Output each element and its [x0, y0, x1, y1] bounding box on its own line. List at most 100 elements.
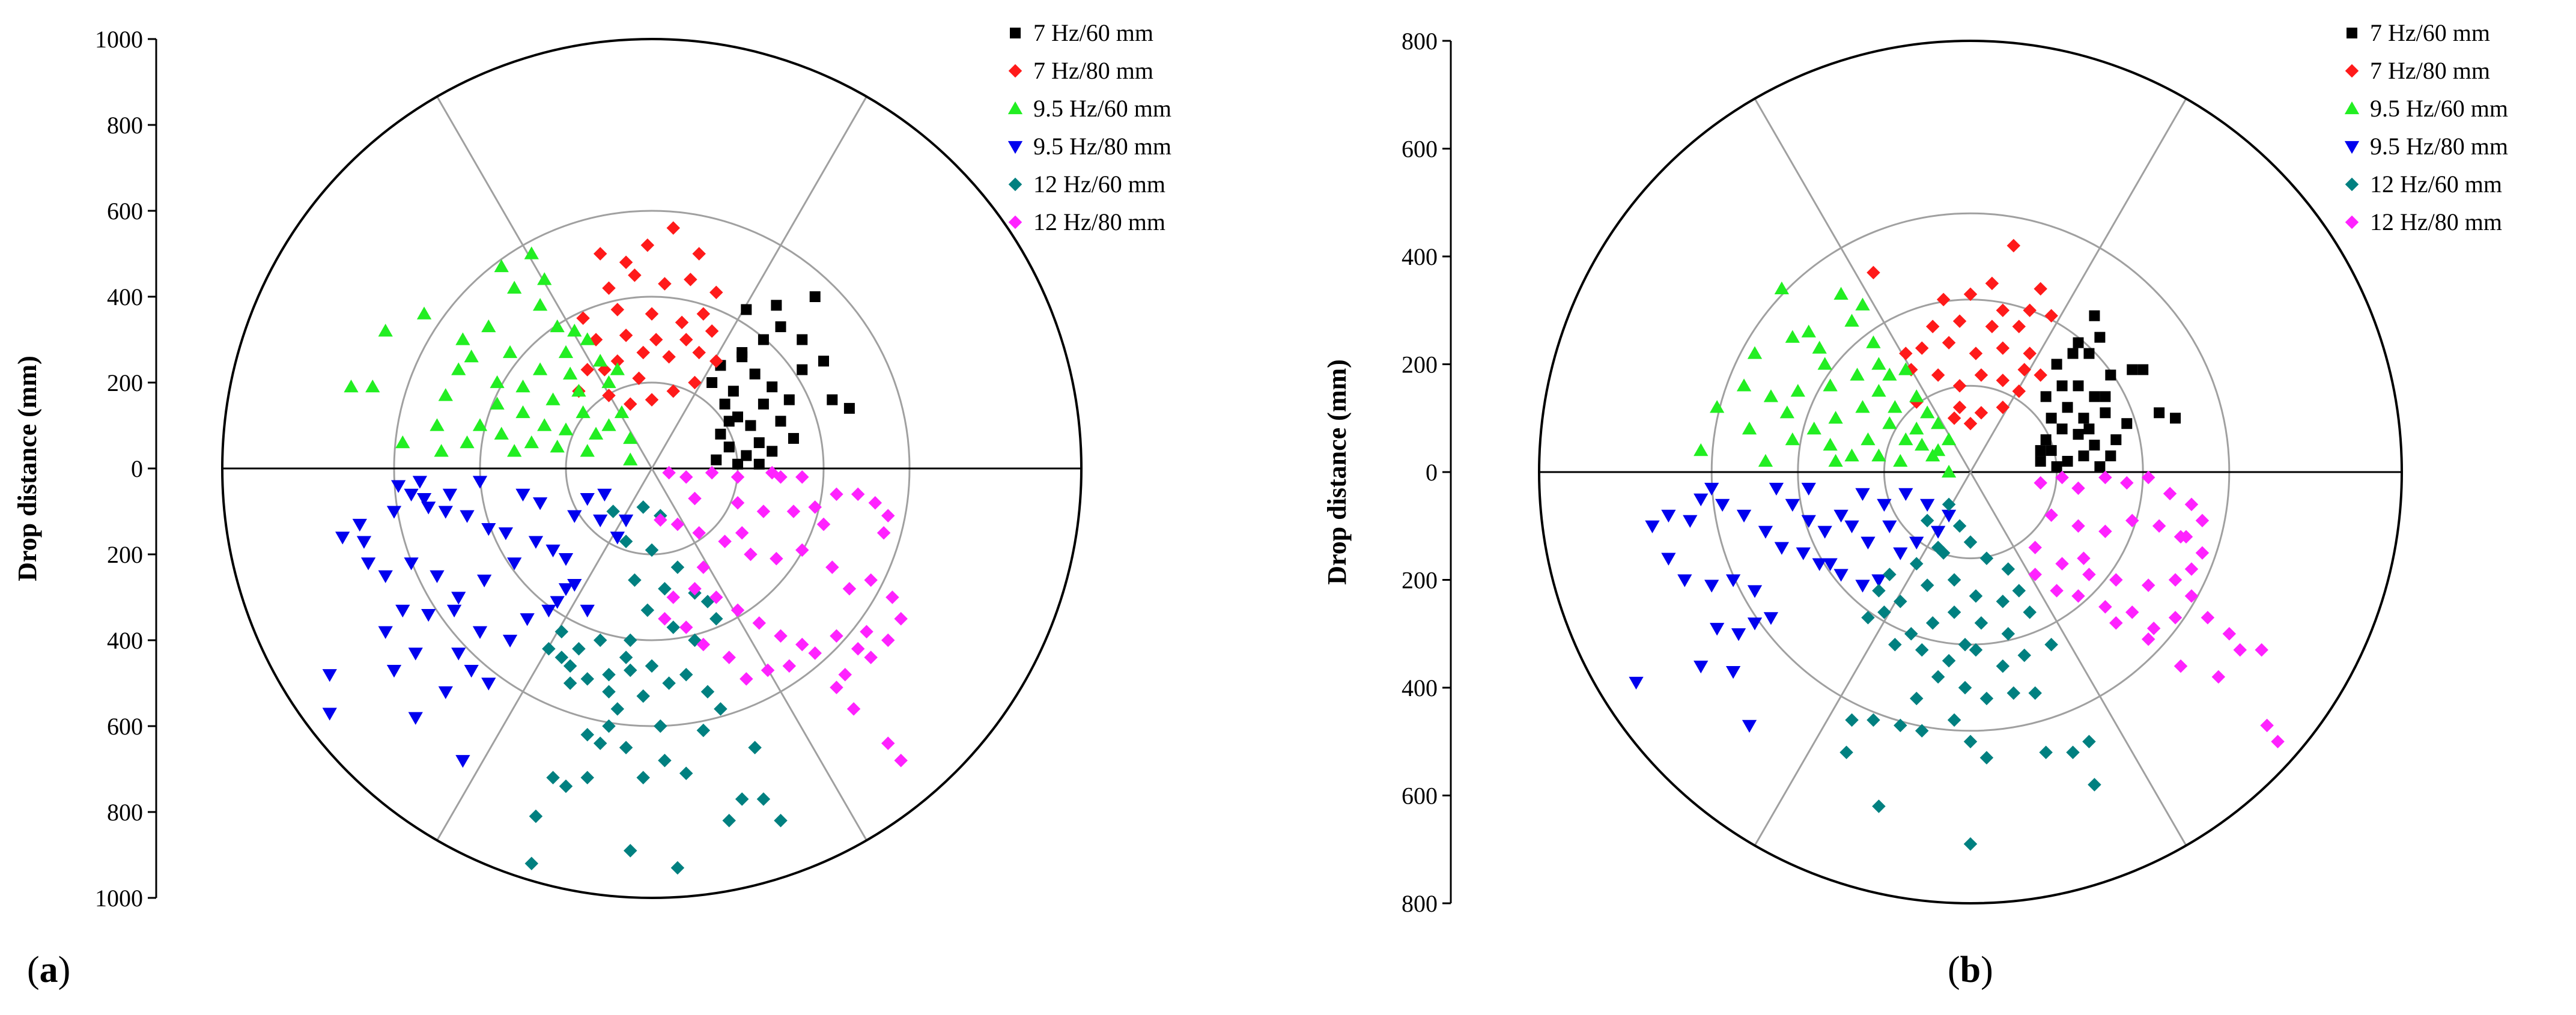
- series-3: [222, 476, 634, 768]
- y-tick-label: 600: [1402, 136, 1438, 163]
- data-point: [718, 535, 732, 548]
- data-point: [455, 332, 470, 345]
- data-point: [524, 435, 539, 449]
- data-point: [438, 506, 453, 519]
- data-point: [696, 307, 711, 321]
- data-point: [378, 324, 393, 337]
- data-point: [507, 444, 522, 457]
- legend-marker: [2345, 64, 2359, 78]
- data-point: [640, 238, 655, 252]
- y-tick-label: 400: [1402, 243, 1438, 270]
- data-point: [1909, 536, 1924, 550]
- data-point: [558, 553, 574, 566]
- data-point: [610, 362, 625, 375]
- data-point: [430, 570, 445, 583]
- data-point: [1747, 585, 1763, 598]
- data-point: [1817, 526, 1832, 539]
- data-point: [767, 381, 778, 393]
- data-point: [1996, 341, 2010, 355]
- data-point: [1801, 515, 1816, 528]
- data-point: [1974, 406, 1988, 420]
- data-point: [1871, 357, 1886, 370]
- data-point: [1867, 713, 1880, 727]
- data-point: [696, 560, 711, 574]
- data-point: [2083, 423, 2095, 435]
- data-point: [640, 603, 655, 617]
- data-point: [1861, 611, 1875, 625]
- data-point: [610, 303, 625, 317]
- data-point: [731, 495, 745, 510]
- data-point: [636, 345, 650, 360]
- data-point: [580, 363, 594, 377]
- data-point: [2078, 450, 2089, 462]
- data-point: [696, 637, 711, 652]
- chart-panel-a: 1000 800 600 400 200 0 200 400 600 800 1000 Drop di…: [13, 19, 1171, 990]
- data-point: [645, 307, 659, 321]
- data-point: [649, 333, 663, 347]
- data-point: [1823, 558, 1838, 571]
- data-point: [868, 495, 882, 510]
- series-0: [706, 291, 855, 470]
- legend-item-4: 12 Hz/60 mm: [2345, 171, 2502, 198]
- data-point: [2012, 384, 2026, 398]
- data-point: [767, 446, 778, 457]
- data-point: [809, 291, 821, 302]
- data-point: [576, 311, 590, 325]
- data-point: [1790, 384, 1805, 397]
- data-point: [408, 647, 423, 661]
- data-point: [774, 470, 788, 484]
- data-point: [2035, 445, 2046, 456]
- data-point: [706, 377, 718, 388]
- data-point: [1947, 713, 1961, 727]
- data-point: [1952, 379, 1967, 393]
- data-point: [446, 604, 462, 618]
- data-point: [732, 411, 743, 423]
- data-point: [1758, 453, 1773, 467]
- data-point: [782, 659, 797, 673]
- y-tick-label: 1000: [95, 885, 143, 912]
- data-point: [2163, 486, 2177, 501]
- data-point: [602, 685, 616, 699]
- legend-marker: [1008, 215, 1022, 229]
- data-point: [1931, 416, 1946, 429]
- data-point: [1925, 616, 1940, 630]
- data-point: [654, 513, 667, 527]
- data-point: [1704, 482, 1719, 496]
- data-point: [774, 814, 788, 828]
- data-point: [1888, 400, 1903, 413]
- data-point: [774, 629, 788, 643]
- data-point: [1931, 443, 1946, 456]
- data-point: [2050, 584, 2064, 598]
- data-point: [2170, 413, 2181, 424]
- data-point: [1774, 542, 1790, 555]
- series-5: [654, 465, 908, 768]
- data-point: [679, 667, 693, 682]
- data-point: [606, 504, 620, 518]
- data-point: [322, 707, 337, 721]
- legend-item-0: 7 Hz/60 mm: [2347, 19, 2490, 46]
- data-point: [658, 753, 672, 768]
- y-tick-label: 800: [107, 799, 143, 826]
- data-point: [619, 329, 633, 342]
- legend-item-5: 12 Hz/80 mm: [2345, 208, 2502, 235]
- data-point: [1855, 297, 1870, 311]
- data-point: [1974, 616, 1988, 630]
- data-point: [1828, 453, 1843, 467]
- data-point: [2006, 686, 2021, 700]
- data-point: [692, 526, 706, 540]
- legend-item-4: 12 Hz/60 mm: [1008, 171, 1165, 198]
- data-point: [709, 612, 723, 626]
- data-point: [2201, 611, 2215, 625]
- data-point: [2039, 745, 2053, 759]
- data-point: [378, 570, 393, 583]
- data-point: [344, 380, 359, 393]
- data-point: [1823, 437, 1838, 451]
- data-point: [1996, 659, 2010, 673]
- data-point: [894, 753, 908, 768]
- data-point: [1910, 557, 1924, 571]
- data-point: [636, 771, 650, 785]
- data-point: [2094, 461, 2106, 473]
- data-point: [1920, 405, 1935, 419]
- data-point: [438, 686, 453, 699]
- data-point: [749, 368, 761, 380]
